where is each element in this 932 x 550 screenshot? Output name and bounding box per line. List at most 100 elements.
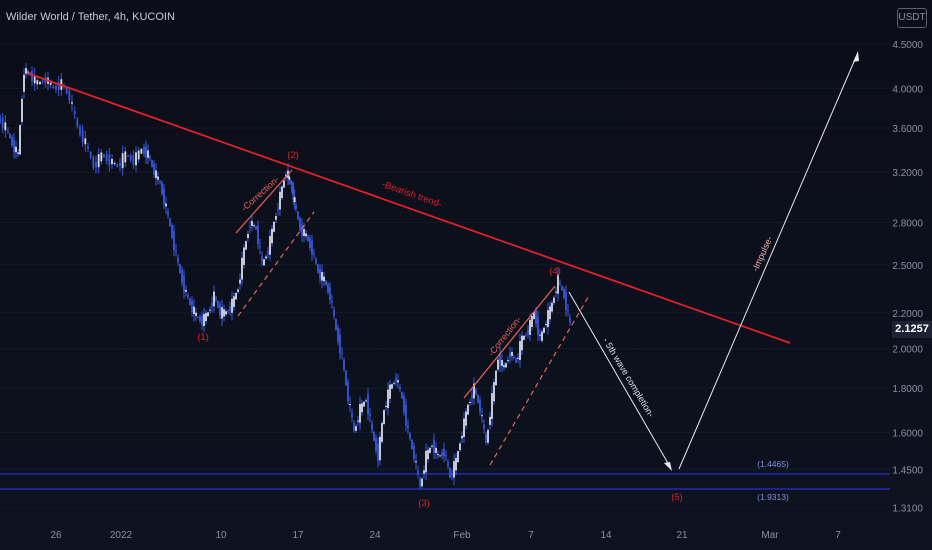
impulse-projection[interactable] — [678, 56, 857, 470]
candle-body — [363, 401, 365, 407]
candle-body — [383, 410, 385, 425]
currency-badge[interactable]: USDT — [897, 8, 927, 28]
bearish-trendline[interactable] — [26, 72, 791, 344]
correction-channel-upper[interactable] — [463, 285, 556, 399]
candle-body — [17, 152, 19, 154]
candle-body — [395, 377, 397, 382]
candle-body — [397, 380, 399, 383]
candle-body — [95, 161, 97, 168]
impulse-label: -Impulse- — [750, 235, 774, 273]
candle-body — [65, 87, 68, 94]
wave-label: (1) — [197, 332, 209, 343]
candle-body — [179, 264, 181, 273]
candle-body — [275, 216, 277, 220]
correction-channel-lower[interactable] — [489, 293, 591, 466]
candle-body — [132, 155, 135, 165]
candle-body — [467, 404, 469, 415]
candle-body — [433, 439, 435, 453]
candle-body — [243, 247, 245, 265]
candle-body — [231, 298, 233, 313]
candle-body — [121, 153, 124, 169]
correction-label-1: -Correction- — [239, 174, 281, 213]
candle-body — [211, 302, 213, 307]
candle-body — [545, 324, 547, 326]
candle-body — [331, 300, 333, 303]
fifth-wave-projection[interactable] — [568, 291, 670, 466]
x-tick-label: Feb — [453, 530, 471, 541]
candle-body — [263, 259, 265, 266]
candle-body — [297, 211, 299, 220]
candle-body — [155, 170, 157, 178]
candle-body — [335, 319, 337, 330]
y-tick-label: 2.2000 — [892, 309, 923, 320]
candle-body — [305, 233, 307, 237]
candle-body — [477, 394, 479, 403]
candle-body — [455, 458, 457, 471]
candle-body — [369, 414, 371, 417]
candle-body — [279, 191, 281, 210]
candle-body — [321, 271, 323, 281]
candle-body — [111, 158, 113, 165]
candle-body — [511, 351, 513, 356]
candle-body — [4, 122, 7, 131]
candle-body — [447, 461, 449, 467]
candle-body — [261, 256, 263, 262]
candle-body — [465, 411, 467, 426]
candle-body — [81, 129, 84, 143]
candle-body — [415, 461, 417, 463]
candle-body — [173, 231, 175, 250]
candle-body — [371, 423, 373, 430]
chart-title: Wilder World / Tether, 4h, KUCOIN — [6, 11, 175, 23]
candle-body — [563, 289, 565, 298]
candle-body — [129, 155, 132, 161]
candle-body — [491, 393, 493, 419]
candle-body — [116, 163, 119, 167]
candle-body — [247, 233, 249, 239]
candle-body — [100, 152, 103, 162]
candle-body — [57, 82, 60, 90]
last-price-tag: 2.1257 — [892, 321, 932, 338]
candle-body — [417, 470, 419, 474]
candle-body — [401, 392, 403, 399]
candle-body — [71, 102, 73, 104]
candle-body — [553, 297, 555, 303]
candle-body — [445, 455, 447, 457]
candle-body — [177, 257, 179, 263]
correction-channel-upper[interactable] — [235, 169, 293, 234]
candle-body — [365, 400, 367, 402]
candle-body — [187, 294, 189, 298]
candle-body — [333, 309, 335, 316]
candle-body — [515, 358, 517, 363]
candle-body — [39, 81, 41, 85]
candle-body — [429, 447, 431, 453]
candle-body — [189, 298, 191, 305]
candle-body — [485, 433, 487, 443]
y-tick-label: 2.5000 — [892, 261, 923, 272]
candle-body — [223, 309, 225, 317]
y-tick-label: 1.6000 — [892, 428, 923, 439]
candle-body — [108, 154, 111, 166]
candle-body — [269, 236, 271, 255]
candle-body — [349, 404, 351, 406]
candle-body — [471, 394, 473, 399]
candle-body — [551, 302, 553, 312]
support-level-label: (1.4465) — [757, 459, 789, 469]
candle-body — [379, 436, 381, 461]
candle-body — [92, 157, 95, 168]
y-tick-label: 1.3100 — [892, 503, 923, 514]
candle-body — [483, 424, 485, 429]
candle-body — [431, 445, 433, 447]
candle-body — [357, 420, 359, 422]
wave-label: (3) — [418, 498, 430, 509]
x-tick-label: 26 — [50, 530, 62, 541]
candle-body — [281, 186, 283, 198]
correction-channel-lower[interactable] — [237, 211, 315, 317]
candle-body — [537, 316, 539, 335]
candle-body — [292, 186, 295, 201]
y-tick-label: 2.0000 — [892, 345, 923, 356]
candle-body — [391, 384, 393, 389]
candle-body — [469, 401, 471, 403]
y-tick-label: 1.8000 — [892, 384, 923, 395]
